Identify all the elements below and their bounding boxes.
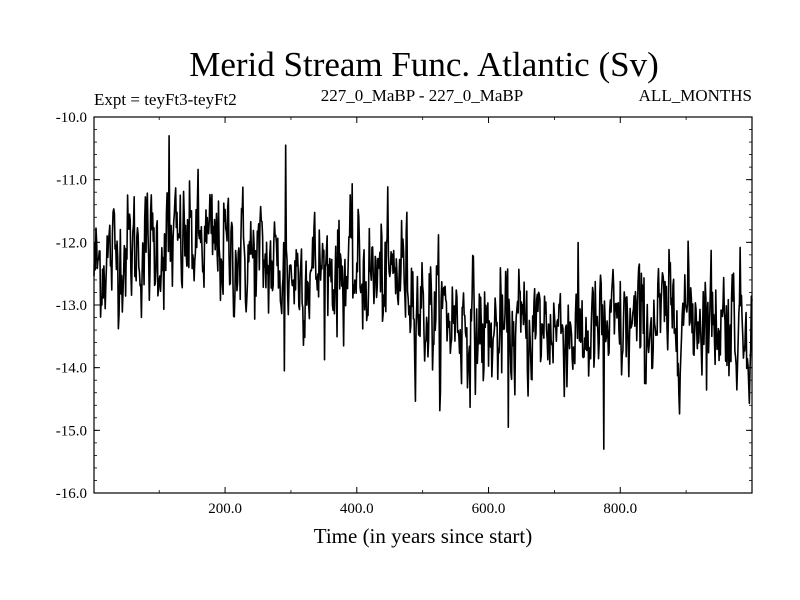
chart-subtitle-right: ALL_MONTHS: [639, 86, 752, 105]
y-tick-label: -11.0: [56, 173, 87, 189]
y-tick-label: -16.0: [56, 486, 87, 502]
x-axis: 200.0 400.0 600.0 800.0: [158, 117, 687, 517]
y-tick-label: -10.0: [56, 110, 87, 126]
chart-title: Merid Stream Func. Atlantic (Sv): [189, 45, 659, 84]
series-line: [93, 135, 753, 450]
x-tick-label: 400.0: [340, 501, 374, 517]
x-axis-label: Time (in years since start): [314, 524, 533, 548]
y-axis: -10.0 -11.0 -12.0 -13.0 -14.0 -15.0 -16.0: [56, 110, 752, 502]
y-tick-label: -15.0: [56, 423, 87, 439]
chart-subtitle-left: Expt = teyFt3-teyFt2: [94, 90, 237, 109]
y-tick-label: -12.0: [56, 235, 87, 251]
x-tick-label: 800.0: [603, 501, 637, 517]
y-tick-label: -13.0: [56, 298, 87, 314]
x-tick-label: 600.0: [472, 501, 506, 517]
x-tick-label: 200.0: [208, 501, 242, 517]
chart-subtitle-center: 227_0_MaBP - 227_0_MaBP: [321, 86, 523, 105]
y-tick-label: -14.0: [56, 361, 87, 377]
plot-area: [93, 116, 753, 494]
